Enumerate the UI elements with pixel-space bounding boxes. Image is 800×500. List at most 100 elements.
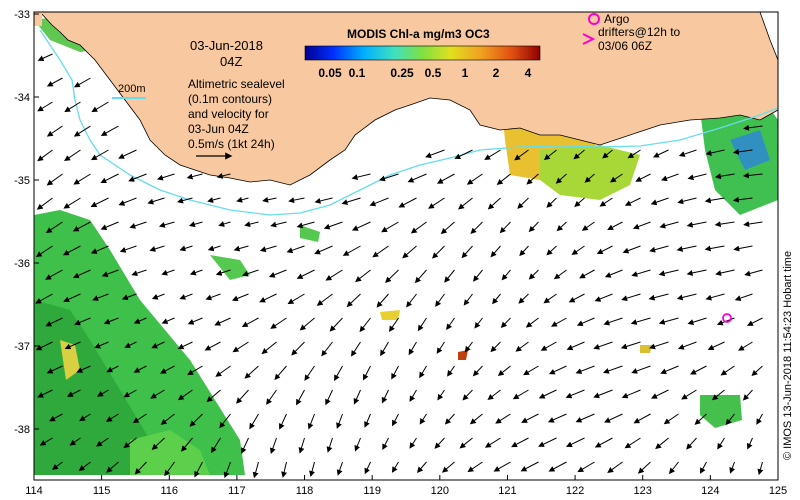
velocity-arrow (323, 221, 343, 230)
velocity-arrow (314, 245, 333, 255)
velocity-arrow (341, 197, 361, 205)
velocity-arrow (714, 173, 735, 180)
x-tick-label: 114 (25, 485, 43, 497)
velocity-arrow (603, 365, 623, 374)
isobath-label: 200m (118, 83, 146, 95)
velocity-arrow (746, 317, 763, 326)
velocity-arrow (472, 269, 483, 282)
velocity-arrow (596, 245, 613, 255)
velocity-arrow (518, 293, 529, 304)
velocity-arrow (593, 341, 613, 350)
velocity-arrow (129, 221, 147, 229)
velocity-arrow (687, 317, 707, 326)
x-tick-label: 119 (363, 485, 381, 497)
velocity-arrow (63, 293, 81, 303)
velocity-arrow (484, 149, 501, 161)
colorbar-tick-label: 0.5 (425, 66, 442, 80)
drifters-label-2: 03/06 06Z (598, 39, 652, 53)
velocity-arrow (553, 269, 567, 280)
velocity-arrow (51, 461, 63, 470)
velocity-arrow (658, 269, 679, 277)
velocity-arrow (205, 293, 221, 301)
velocity-arrow (528, 269, 539, 280)
velocity-arrow (546, 245, 557, 256)
y-axis: -33 -34 -35 -36 -37 -38 (14, 9, 39, 436)
map-frame (33, 11, 779, 481)
velocity-arrow (410, 221, 427, 234)
velocity-arrow (649, 245, 669, 253)
velocity-arrow (63, 197, 81, 209)
velocity-arrow (635, 173, 651, 182)
velocity-arrow (566, 341, 585, 351)
velocity-arrow (732, 148, 753, 155)
colorbar-tick-label: 1 (462, 66, 469, 80)
velocity-arrow (288, 197, 305, 204)
velocity-arrow (704, 197, 725, 204)
velocity-arrow (676, 245, 697, 252)
velocity-arrow (304, 365, 315, 381)
velocity-arrow (381, 221, 399, 233)
velocity-arrow (249, 413, 259, 430)
velocity-arrow (45, 221, 63, 234)
velocity-arrow (74, 317, 91, 326)
velocity-arrow (624, 197, 641, 206)
velocity-arrow (179, 293, 193, 300)
velocity-arrow (189, 413, 203, 427)
x-tick-label: 118 (296, 485, 314, 497)
velocity-arrow (189, 269, 203, 276)
velocity-arrow (164, 461, 175, 477)
velocity-arrow (441, 461, 455, 473)
velocity-arrow (376, 293, 389, 308)
velocity-arrow (632, 221, 651, 230)
velocity-arrow (584, 173, 595, 183)
velocity-arrow (474, 317, 483, 329)
velocity-arrow (216, 172, 231, 179)
velocity-arrow (501, 269, 511, 281)
velocity-arrow (548, 461, 567, 472)
x-tick-label: 117 (228, 485, 246, 497)
velocity-arrow (526, 173, 539, 185)
velocity-arrow (436, 173, 455, 184)
velocity-arrow (519, 245, 529, 257)
velocity-arrow (151, 341, 165, 349)
velocity-arrow (660, 365, 679, 375)
velocity-arrow (350, 341, 361, 357)
x-tick-label: 115 (93, 485, 111, 497)
velocity-arrow (734, 293, 753, 301)
velocity-arrow (573, 149, 585, 160)
velocity-arrow (497, 365, 511, 376)
velocity-arrow (493, 461, 511, 472)
velocity-arrow (408, 341, 417, 356)
velocity-arrow (566, 437, 585, 448)
y-tick-label: -33 (14, 9, 30, 21)
velocity-arrow (270, 437, 277, 455)
velocity-arrow (548, 365, 567, 375)
velocity-arrow (66, 389, 81, 397)
velocity-arrow (633, 413, 651, 424)
velocity-arrow (576, 317, 595, 326)
velocity-arrow (743, 124, 763, 131)
velocity-arrow (351, 173, 371, 181)
velocity-arrow (621, 293, 641, 302)
velocity-arrow (391, 365, 399, 380)
velocity-arrow (147, 197, 165, 205)
velocity-arrow (459, 437, 473, 449)
velocity-arrow (637, 461, 651, 474)
velocity-arrow (425, 149, 445, 158)
velocity-arrow (100, 125, 119, 136)
velocity-arrow (270, 317, 287, 329)
velocity-arrow (268, 269, 287, 278)
velocity-arrow (579, 269, 595, 279)
velocity-arrow (381, 389, 389, 404)
velocity-arrow (307, 413, 315, 430)
velocity-arrow (62, 245, 81, 256)
velocity-arrow (575, 365, 595, 374)
velocity-arrow (725, 413, 735, 426)
velocity-arrow (161, 269, 175, 276)
colorbar-tick-label: 0.25 (390, 66, 414, 80)
velocity-arrow (651, 389, 669, 399)
velocity-arrow (604, 413, 623, 423)
velocity-arrow (287, 293, 305, 305)
